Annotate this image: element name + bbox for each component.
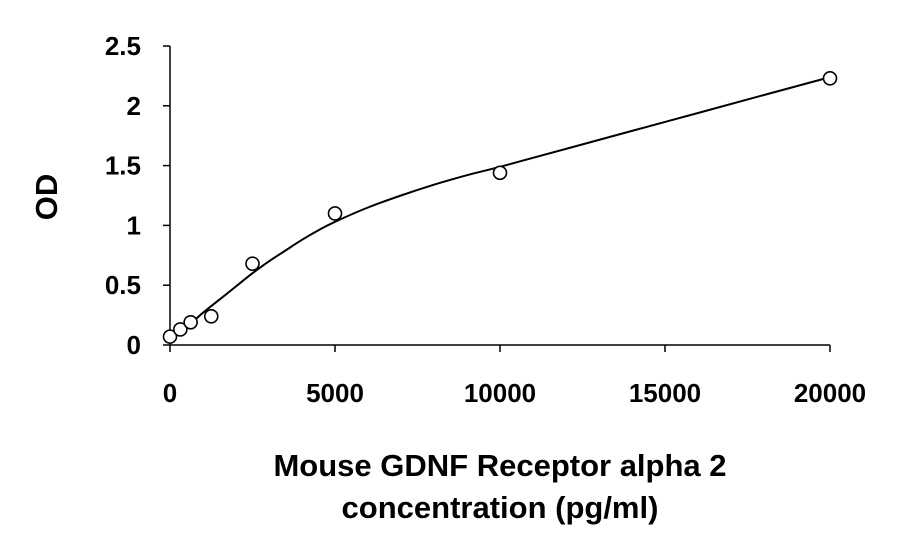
data-point [183, 314, 198, 330]
x-axis-title-line2: concentration (pg/ml) [342, 490, 659, 525]
y-tick-label: 2.5 [105, 31, 141, 61]
data-point [173, 322, 188, 337]
x-axis-ticks: 0 5000 10000 15000 20000 [163, 345, 866, 408]
x-axis-title-line1: Mouse GDNF Receptor alpha 2 [273, 448, 726, 483]
y-tick-label: 1 [127, 210, 141, 240]
data-point [492, 165, 508, 181]
fit-curve-group [169, 76, 831, 339]
y-tick-label: 0.5 [105, 270, 141, 300]
y-axis-title: OD [29, 174, 64, 221]
data-points [162, 70, 838, 344]
x-tick-label: 10000 [464, 378, 536, 408]
x-tick-label: 5000 [306, 378, 364, 408]
y-tick-label: 0 [127, 330, 141, 360]
y-tick-label: 2 [127, 91, 141, 121]
data-point [822, 70, 838, 86]
axis-titles: OD Mouse GDNF Receptor alpha 2 concentra… [29, 174, 727, 525]
fit-curve-line [169, 76, 831, 339]
data-point [245, 256, 260, 271]
x-tick-label: 0 [163, 378, 177, 408]
data-point [203, 308, 219, 324]
axes [169, 46, 830, 346]
x-tick-label: 15000 [629, 378, 701, 408]
y-axis-ticks: 0 0.5 1 1.5 2 2.5 [105, 31, 170, 360]
data-point [162, 329, 178, 344]
data-point [327, 206, 343, 221]
y-tick-label: 1.5 [105, 151, 141, 181]
x-tick-label: 20000 [794, 378, 866, 408]
